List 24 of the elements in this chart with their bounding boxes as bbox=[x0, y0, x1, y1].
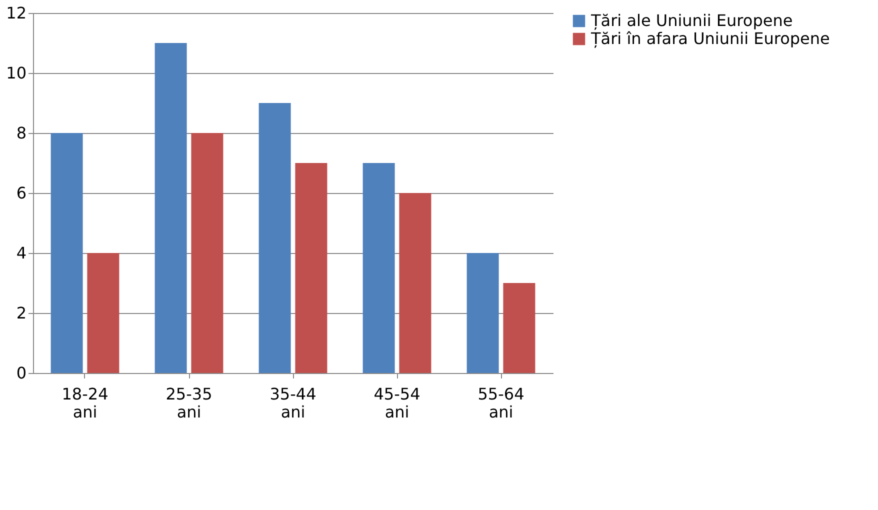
bar bbox=[399, 193, 432, 373]
y-tick-label: 12 bbox=[6, 4, 26, 22]
x-tick-label: 35-44 ani bbox=[270, 384, 316, 422]
bar bbox=[466, 253, 499, 373]
bar bbox=[87, 253, 120, 373]
y-tick-label: 0 bbox=[16, 364, 26, 382]
bar bbox=[362, 163, 395, 373]
bar bbox=[154, 43, 187, 373]
x-tick-label: 18-24 ani bbox=[62, 384, 108, 422]
x-tick-label: 45-54 ani bbox=[374, 384, 420, 422]
bar bbox=[503, 283, 536, 373]
x-tick-label: 55-64 ani bbox=[478, 384, 524, 422]
y-tick-label: 2 bbox=[16, 304, 26, 322]
legend-label: Țări ale Uniunii Europene bbox=[590, 11, 793, 30]
bar bbox=[191, 133, 224, 373]
x-tick-label: 25-35 ani bbox=[166, 384, 212, 422]
legend-label: Țări în afara Uniunii Europene bbox=[590, 29, 830, 48]
y-tick-label: 4 bbox=[16, 244, 26, 262]
bar bbox=[258, 103, 291, 373]
bar bbox=[50, 133, 83, 373]
bar bbox=[295, 163, 328, 373]
y-tick-label: 6 bbox=[16, 184, 26, 202]
y-tick-label: 10 bbox=[6, 64, 26, 82]
y-tick-label: 8 bbox=[16, 124, 26, 142]
